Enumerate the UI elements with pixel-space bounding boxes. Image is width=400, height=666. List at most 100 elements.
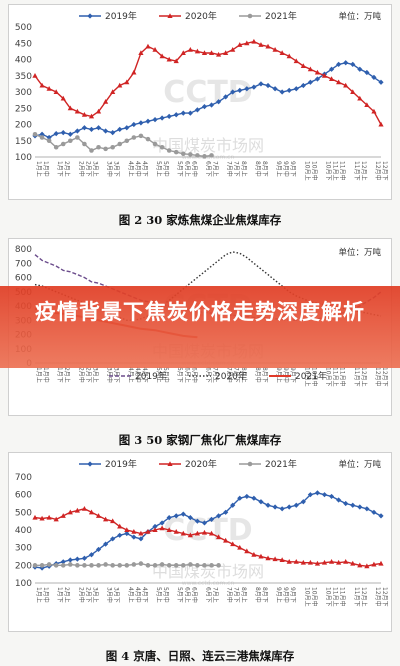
- data-point: [145, 563, 151, 568]
- data-point: [378, 560, 384, 566]
- x-tick-label: 12月上: [360, 367, 368, 387]
- x-tick-label: 8月下: [261, 161, 268, 177]
- data-point: [81, 125, 88, 131]
- data-point: [138, 133, 144, 139]
- data-point: [237, 87, 243, 93]
- data-point: [251, 38, 257, 44]
- data-point: [103, 516, 109, 522]
- x-tick-label: 3月中: [106, 161, 114, 177]
- x-tick-label: 2月上: [63, 367, 71, 383]
- data-point: [74, 507, 80, 513]
- data-point: [314, 560, 321, 566]
- y-tick-label: 100: [15, 153, 32, 163]
- data-point: [300, 63, 306, 68]
- x-tick-label: 4月中: [134, 161, 142, 177]
- data-point: [159, 144, 165, 150]
- data-point: [208, 102, 215, 108]
- y-tick-label: 100: [15, 579, 32, 589]
- data-point: [159, 562, 165, 567]
- x-tick-label: 7月下: [233, 367, 240, 383]
- legend-label: 2021年: [295, 370, 327, 382]
- data-point: [188, 152, 193, 157]
- series-2: [32, 38, 384, 127]
- x-tick-label: 5月上: [155, 161, 163, 177]
- data-point: [378, 79, 384, 85]
- data-point: [364, 102, 370, 107]
- legend: 2019年 2020年 2021年: [79, 10, 297, 22]
- data-point: [321, 559, 328, 565]
- data-point: [364, 69, 370, 76]
- data-point: [152, 46, 158, 52]
- data-point: [336, 79, 342, 85]
- data-point: [60, 513, 66, 518]
- x-tick-label: 5月上: [155, 367, 163, 383]
- data-point: [215, 51, 222, 57]
- x-tick-label: 3月上: [91, 587, 99, 603]
- x-tick-label: 12月上: [360, 161, 368, 181]
- x-tick-label: 5月下: [176, 367, 183, 383]
- chart-panel-1: CCTD 中国煤炭市场网 www.cctd.com.cn 100 150 200 250 30…: [8, 4, 392, 200]
- data-point: [244, 86, 250, 92]
- x-tick-label: 10月下: [325, 161, 332, 181]
- data-point: [244, 548, 250, 554]
- data-point: [145, 528, 151, 534]
- data-point: [67, 105, 73, 111]
- x-tick-label: 11月下: [353, 161, 360, 181]
- y-tick-label: 600: [15, 274, 32, 284]
- data-point: [145, 136, 151, 142]
- data-point: [166, 56, 172, 62]
- data-point: [208, 530, 215, 536]
- x-tick-label: 1月下: [56, 587, 63, 603]
- data-point: [272, 46, 278, 52]
- legend-marker: [247, 461, 253, 467]
- data-point: [103, 128, 109, 134]
- legend-label: 2021年: [265, 10, 297, 22]
- data-point: [60, 130, 66, 136]
- x-tick-label: 4月上: [127, 587, 135, 603]
- data-point: [194, 530, 201, 536]
- x-tick-label: 10月中: [310, 367, 318, 387]
- data-point: [124, 563, 130, 568]
- x-tick-label: 2月中: [77, 161, 85, 177]
- data-point: [215, 534, 222, 540]
- data-point: [180, 563, 186, 568]
- data-point: [68, 562, 73, 567]
- data-point: [152, 141, 158, 147]
- x-tick-label: 3月下: [113, 367, 120, 383]
- data-point: [39, 82, 45, 88]
- data-point: [152, 563, 158, 568]
- y-tick-label: 400: [15, 526, 32, 536]
- x-tick-label: 8月上: [240, 587, 248, 603]
- data-point: [187, 532, 193, 538]
- data-point: [202, 154, 207, 159]
- data-point: [74, 556, 80, 562]
- data-point: [314, 76, 321, 82]
- data-point: [230, 46, 236, 52]
- x-tick-label: 4月下: [141, 367, 148, 383]
- data-point: [350, 89, 356, 94]
- data-point: [60, 563, 66, 568]
- data-point: [336, 61, 342, 67]
- data-point: [103, 146, 108, 152]
- data-point: [272, 86, 278, 92]
- data-point: [124, 138, 130, 144]
- data-point: [223, 50, 229, 55]
- data-point: [88, 509, 95, 515]
- series-1: [32, 60, 384, 141]
- data-point: [209, 153, 214, 158]
- y-tick-label: 500: [15, 23, 32, 33]
- data-point: [103, 541, 109, 547]
- data-point: [124, 530, 130, 537]
- x-tick-label: 8月上: [240, 367, 248, 383]
- data-point: [321, 492, 328, 498]
- data-point: [251, 84, 257, 90]
- data-point: [307, 559, 313, 565]
- x-tick-label: 7月上: [212, 367, 220, 383]
- data-point: [124, 125, 130, 131]
- data-point: [343, 559, 349, 564]
- watermark-url: www.cctd.com.cn: [182, 154, 235, 161]
- data-point: [95, 125, 102, 131]
- watermark-name: 中国煤炭市场网: [152, 136, 264, 155]
- data-point: [378, 513, 384, 519]
